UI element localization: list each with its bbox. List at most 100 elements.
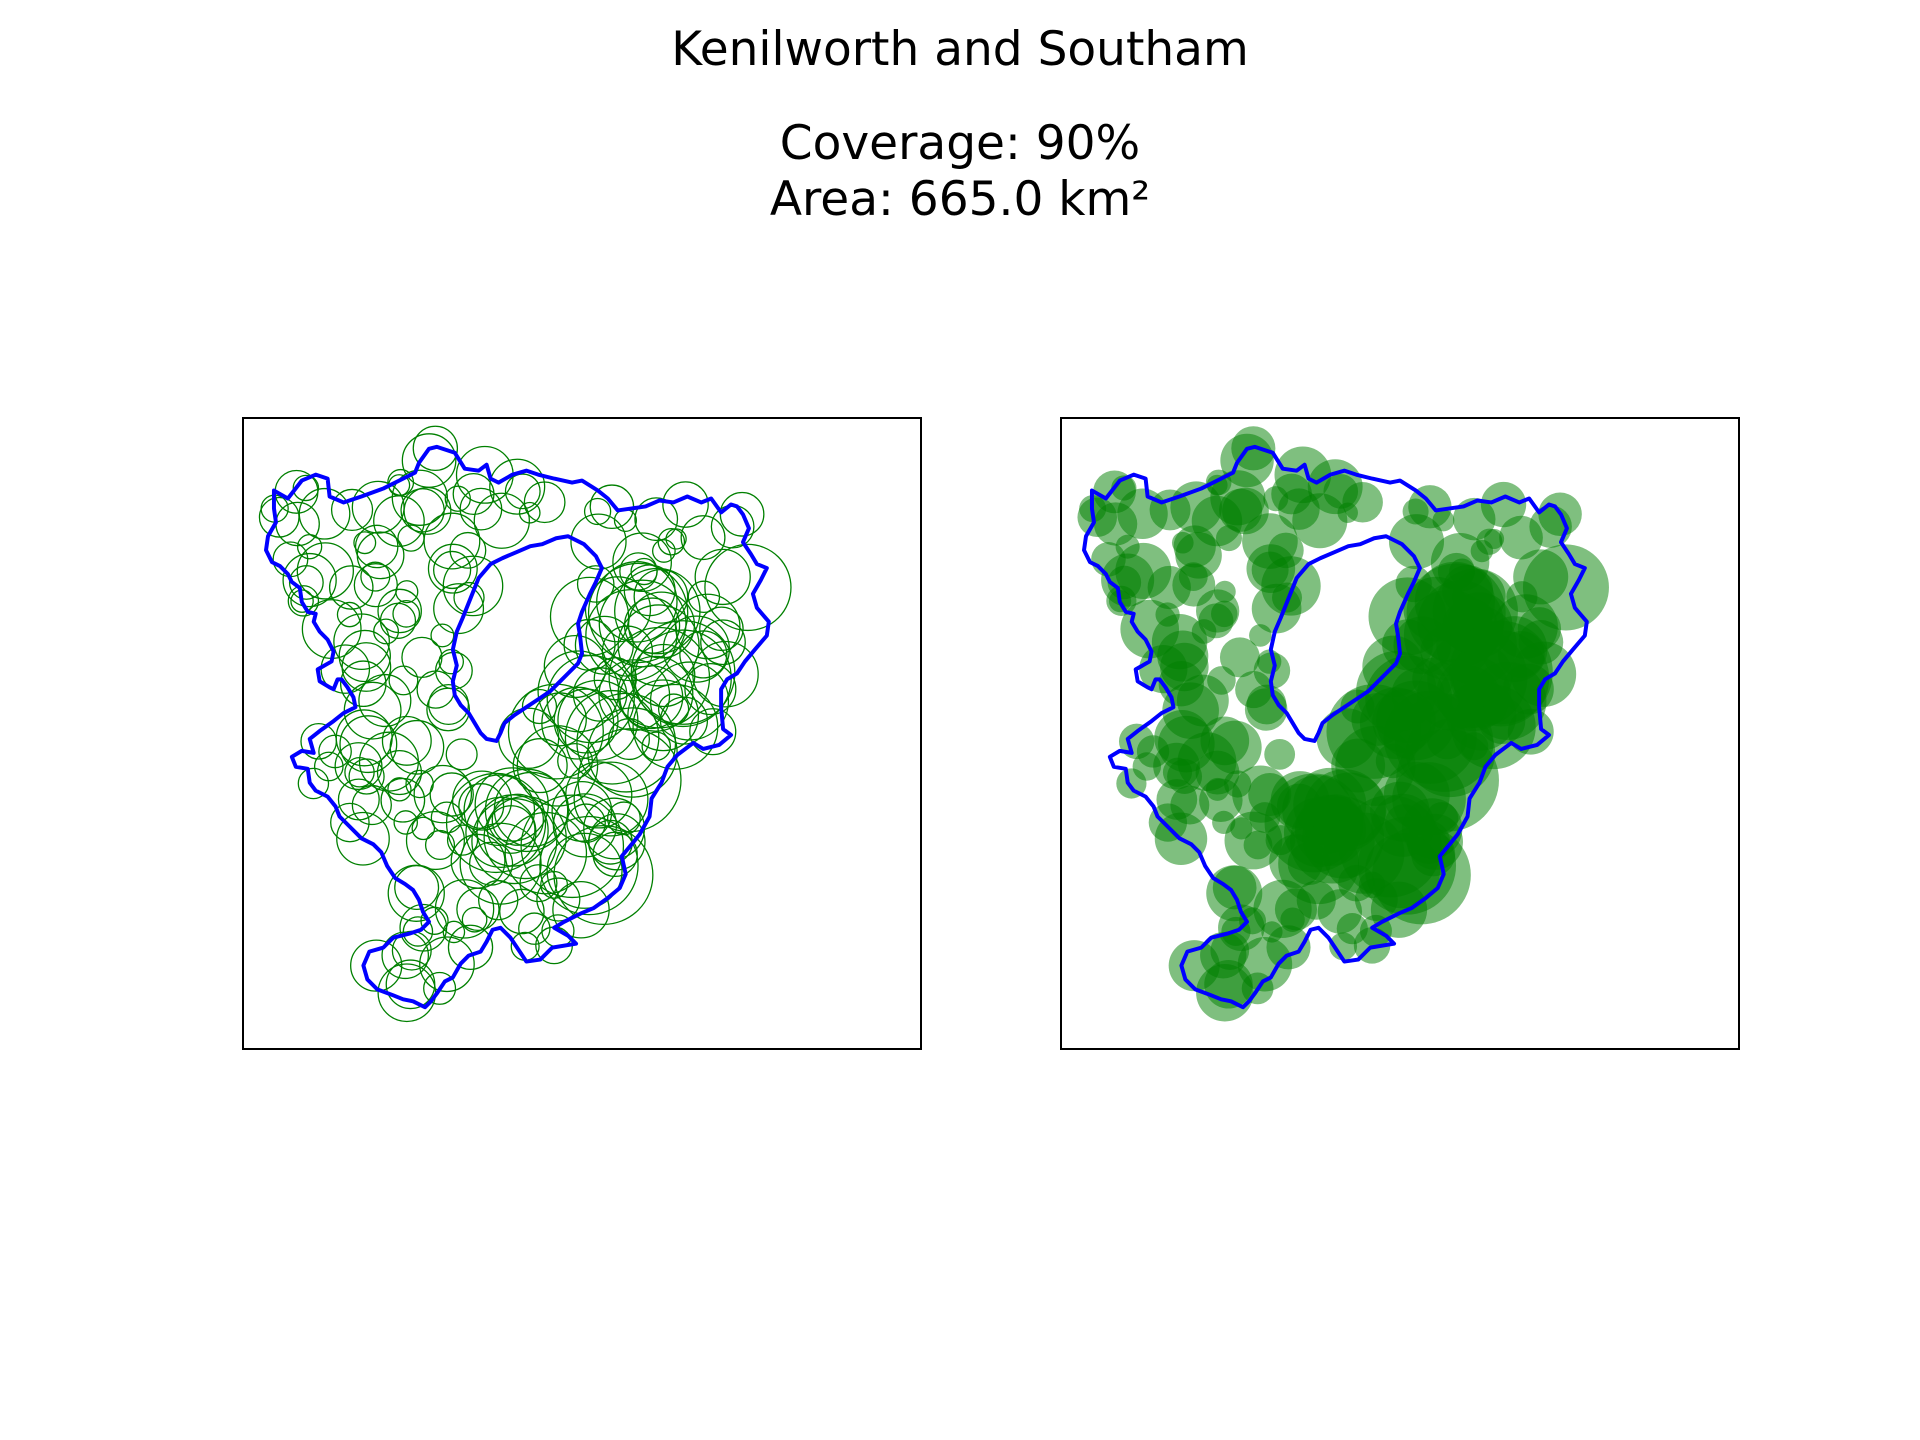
coverage-circle	[1261, 556, 1321, 616]
coverage-circle	[546, 832, 623, 909]
coverage-circle	[598, 659, 671, 732]
coverage-circle	[489, 458, 546, 515]
coverage-circle	[1232, 765, 1290, 823]
coverage-circle	[665, 528, 687, 550]
coverage-circle	[539, 815, 639, 916]
coverage-circle	[1278, 488, 1320, 530]
coverage-circle	[434, 879, 495, 939]
coverage-circle	[388, 665, 419, 696]
coverage-circle	[258, 496, 300, 538]
coverage-circle	[360, 561, 391, 592]
coverage-circle	[1101, 553, 1155, 607]
coverage-circle	[300, 723, 338, 760]
coverage-circle	[593, 657, 638, 701]
coverage-circle	[351, 480, 405, 534]
coverage-circle	[339, 715, 398, 774]
coverage-circle	[606, 801, 641, 836]
coverage-circle	[587, 562, 689, 664]
coverage-circle	[438, 648, 465, 675]
coverage-circle	[551, 780, 613, 842]
coverage-circle	[428, 683, 470, 726]
coverage-circle	[1323, 474, 1359, 509]
coverage-circle	[449, 531, 487, 569]
coverage-circle	[354, 524, 399, 569]
coverage-circle	[536, 877, 581, 922]
coverage-circle	[1416, 659, 1488, 731]
coverage-circle	[652, 539, 676, 563]
coverage-circle	[1261, 921, 1283, 943]
coverage-circle	[577, 728, 682, 833]
coverage-circle	[353, 563, 398, 608]
coverage-circle	[649, 661, 730, 741]
coverage-circle	[719, 491, 765, 537]
coverage-circle	[627, 679, 700, 752]
coverage-circle	[521, 688, 558, 725]
area-label: Area: 665.0 km²	[769, 172, 1151, 227]
coverage-circle	[399, 903, 448, 952]
coverage-circle	[377, 588, 422, 634]
coverage-circle	[587, 707, 678, 798]
coverage-circle	[397, 524, 425, 552]
coverage-circle	[634, 497, 679, 542]
coverage-circle	[612, 532, 672, 593]
coverage-circle	[657, 693, 690, 725]
coverage-circle	[1211, 600, 1238, 628]
coverage-circle	[461, 906, 488, 933]
coverage-circle	[1257, 649, 1282, 674]
coverage-circle	[287, 585, 320, 617]
coverage-circle	[429, 772, 474, 817]
coverage-circle	[339, 660, 387, 708]
coverage-circle	[552, 881, 610, 939]
coverage-circle	[330, 802, 370, 843]
coverage-circle	[1480, 481, 1527, 528]
coverage-circle	[451, 770, 513, 831]
coverage-circle	[552, 793, 618, 858]
coverage-circle	[1220, 433, 1274, 488]
coverage-circle	[338, 629, 391, 683]
coverage-circle	[617, 655, 694, 732]
coverage-circle	[413, 764, 473, 824]
coverage-circle	[630, 557, 658, 586]
coverage-circle	[272, 541, 309, 578]
coverage-circle	[452, 473, 495, 516]
coverage-circle	[447, 924, 494, 971]
coverage-circle	[433, 583, 485, 635]
coverage-circle	[614, 567, 701, 655]
coverage-circle	[381, 715, 432, 766]
coverage-circle	[297, 767, 330, 800]
coverage-circle	[330, 488, 374, 532]
coverage-circle	[1269, 834, 1323, 889]
coverage-circle	[446, 824, 479, 856]
coverage-circle	[336, 601, 363, 628]
coverage-circle	[623, 564, 676, 617]
map-panel-outline-circles	[242, 417, 922, 1050]
figure-title: Kenilworth and Southam	[671, 22, 1249, 77]
coverage-circle	[504, 473, 541, 510]
coverage-circle	[583, 497, 612, 526]
coverage-circle	[573, 761, 649, 837]
coverage-circle	[598, 579, 687, 668]
coverage-circle	[700, 619, 746, 666]
coverage-circle	[358, 673, 412, 728]
coverage-circle	[692, 640, 759, 708]
coverage-circle	[632, 683, 719, 770]
map-svg-outline	[258, 425, 792, 1023]
coverage-circle	[445, 738, 478, 771]
coverage-circle	[432, 550, 472, 590]
coverage-circle	[296, 542, 354, 600]
coverage-circle	[395, 580, 419, 604]
coverage-circle	[532, 692, 587, 747]
coverage-circle	[684, 662, 737, 716]
coverage-circle	[1156, 779, 1198, 820]
coverage-circle	[424, 829, 456, 861]
coverage-circle	[1442, 564, 1494, 616]
coverage-circle	[1093, 502, 1138, 546]
coverage-circle	[473, 492, 530, 549]
coverage-circle	[1171, 531, 1194, 554]
coverage-circle	[1280, 907, 1305, 932]
coverage-circle	[394, 865, 440, 911]
coverage-circle	[393, 810, 418, 835]
coverage-circle	[627, 591, 696, 659]
coverage-circle	[699, 606, 744, 652]
coverage-circle	[1518, 620, 1564, 665]
